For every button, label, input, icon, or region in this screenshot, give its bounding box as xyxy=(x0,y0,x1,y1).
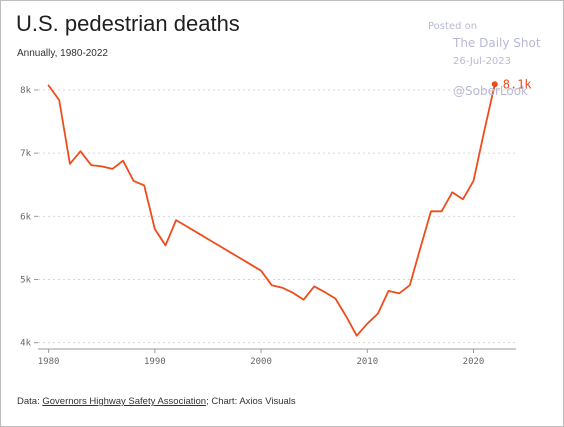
footer-suffix: ; Chart: Axios Visuals xyxy=(206,396,296,407)
series-line-pedestrian-deaths xyxy=(47,83,496,337)
y-tick-label: 7k xyxy=(20,149,31,159)
data-source-link[interactable]: Governors Highway Safety Association xyxy=(42,396,207,407)
y-tick-label: 6k xyxy=(20,212,31,222)
gridlines xyxy=(38,89,516,344)
x-tick-label: 1990 xyxy=(144,357,166,367)
y-tick-label: 5k xyxy=(20,276,31,286)
watermark-posted: Posted on xyxy=(428,21,478,32)
series: 8.1k xyxy=(47,77,533,337)
x-tick-label: 2000 xyxy=(250,357,272,367)
chart-title: U.S. pedestrian deaths xyxy=(16,11,240,36)
x-tick-label: 2010 xyxy=(356,357,378,367)
last-value-point xyxy=(491,81,498,88)
y-tick-label: 4k xyxy=(20,339,31,349)
footer-prefix: Data: xyxy=(17,396,43,407)
watermark-source: The Daily Shot xyxy=(453,36,541,50)
footer-credit: Data: Governors Highway Safety Associati… xyxy=(17,396,296,407)
x-tick-label: 2020 xyxy=(463,357,485,367)
watermark-date: 26-Jul-2023 xyxy=(453,56,512,67)
chart-subtitle: Annually, 1980-2022 xyxy=(17,48,108,59)
y-tick-label: 8k xyxy=(20,86,31,96)
axes: 4k 5k 6k 7k 8k 1980 1990 2000 2010 2020 xyxy=(20,86,516,367)
last-value-label: 8.1k xyxy=(503,77,533,91)
x-tick-label: 1980 xyxy=(38,357,60,367)
watermark-handle: @SoberLook xyxy=(453,84,528,98)
